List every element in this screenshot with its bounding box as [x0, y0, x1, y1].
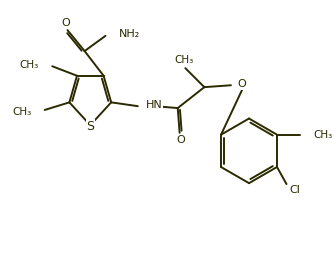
Text: NH₂: NH₂ [119, 29, 140, 39]
Text: CH₃: CH₃ [313, 130, 332, 140]
Text: CH₃: CH₃ [12, 107, 31, 117]
Text: HN: HN [145, 100, 162, 110]
Text: O: O [61, 17, 70, 27]
Text: Cl: Cl [290, 185, 300, 195]
Text: CH₃: CH₃ [175, 54, 194, 65]
Text: S: S [86, 120, 94, 133]
Text: CH₃: CH₃ [20, 60, 39, 70]
Text: O: O [238, 79, 246, 89]
Text: O: O [176, 135, 185, 145]
